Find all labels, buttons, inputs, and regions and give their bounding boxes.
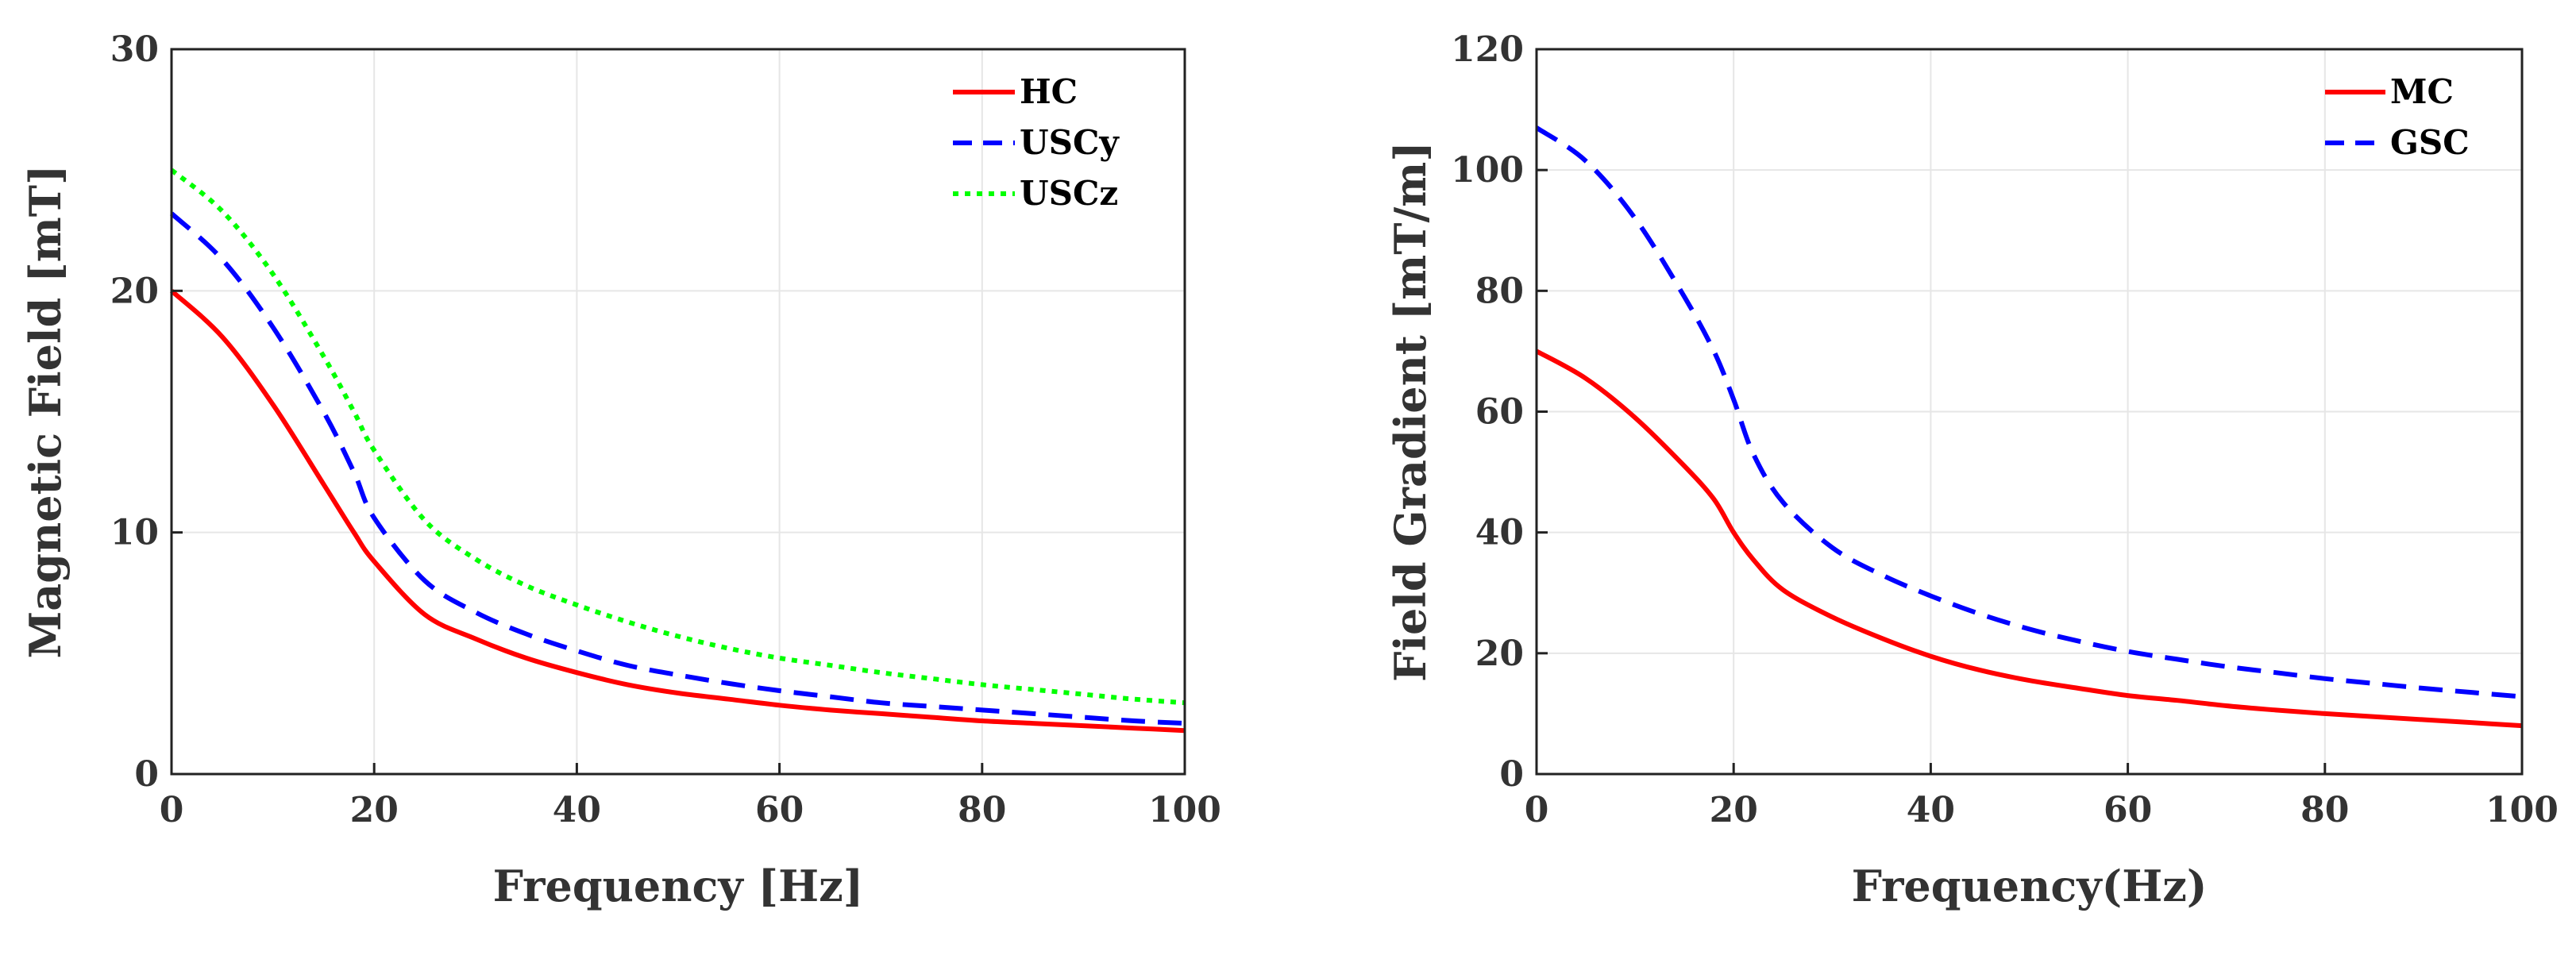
left-chart-y-tick-label: 20 (110, 271, 159, 311)
left-chart-x-tick-label: 0 (160, 790, 184, 830)
left-chart-ticks: 0 20 40 60 80 100 0 10 20 30 (110, 29, 1221, 830)
right-chart-legend: MC GSC (2325, 72, 2470, 162)
right-chart-x-tick-label: 0 (1525, 790, 1549, 830)
right-chart-legend-label-gsc: GSC (2390, 123, 2470, 162)
left-chart-series-uscz-line (170, 168, 1186, 706)
right-chart-x-tick-label: 100 (2485, 790, 2559, 830)
left-chart: 0 20 40 60 80 100 0 10 20 30 Frequency [Hz] Magne… (20, 29, 1221, 911)
right-chart-y-axis-label: Field Gradient [mT/m] (1385, 141, 1436, 682)
left-chart-y-tick-label: 10 (110, 513, 159, 553)
right-chart-series-gsc-line (1535, 125, 2523, 699)
left-chart-grid (172, 49, 1185, 774)
right-chart-ticks: 0 20 40 60 80 100 0 20 40 60 80 100 120 (1451, 29, 2559, 830)
left-chart-legend-label-uscy: USCy (1020, 123, 1120, 162)
right-chart-x-tick-label: 80 (2300, 790, 2349, 830)
right-chart-x-tick-label: 20 (1710, 790, 1758, 830)
left-chart-series (169, 168, 1186, 734)
left-chart-plot-frame (170, 48, 1186, 776)
right-chart-y-tick-label: 40 (1475, 513, 1524, 553)
left-chart-y-tick-label: 0 (134, 754, 159, 795)
right-chart-y-tick-label: 100 (1451, 150, 1524, 191)
left-chart-x-tick-label: 60 (755, 790, 804, 830)
right-chart-x-tick-label: 40 (1907, 790, 1955, 830)
left-chart-y-axis-label: Magnetic Field [mT] (20, 165, 71, 659)
right-chart-x-tick-label: 60 (2104, 790, 2152, 830)
right-chart-y-tick-label: 60 (1475, 392, 1524, 433)
right-chart-y-tick-label: 80 (1475, 271, 1524, 311)
right-chart-y-tick-label: 120 (1451, 29, 1524, 70)
left-chart-x-tick-label: 20 (350, 790, 399, 830)
right-chart-series (1535, 125, 2523, 729)
left-chart-x-tick-label: 40 (553, 790, 601, 830)
left-chart-x-axis-label: Frequency [Hz] (493, 861, 864, 911)
right-chart: 0 20 40 60 80 100 0 20 40 60 80 100 120 Frequency(Hz… (1385, 29, 2559, 911)
left-chart-legend-label-uscz: USCz (1020, 174, 1118, 213)
right-chart-series-mc-line (1535, 349, 2523, 729)
left-chart-series-hc-line (169, 289, 1186, 734)
right-chart-legend-label-mc: MC (2390, 72, 2454, 111)
right-chart-y-tick-label: 0 (1499, 754, 1524, 795)
right-chart-x-axis-label: Frequency(Hz) (1852, 861, 2208, 911)
left-chart-x-tick-label: 80 (958, 790, 1006, 830)
left-chart-legend: HC USCy USCz (953, 72, 1120, 213)
left-chart-y-tick-label: 30 (110, 29, 159, 70)
left-chart-series-uscy-line (169, 211, 1186, 726)
right-chart-y-tick-label: 20 (1475, 634, 1524, 674)
right-chart-grid (1537, 49, 2522, 774)
left-chart-x-tick-label: 100 (1148, 790, 1221, 830)
left-chart-legend-label-hc: HC (1020, 72, 1078, 111)
